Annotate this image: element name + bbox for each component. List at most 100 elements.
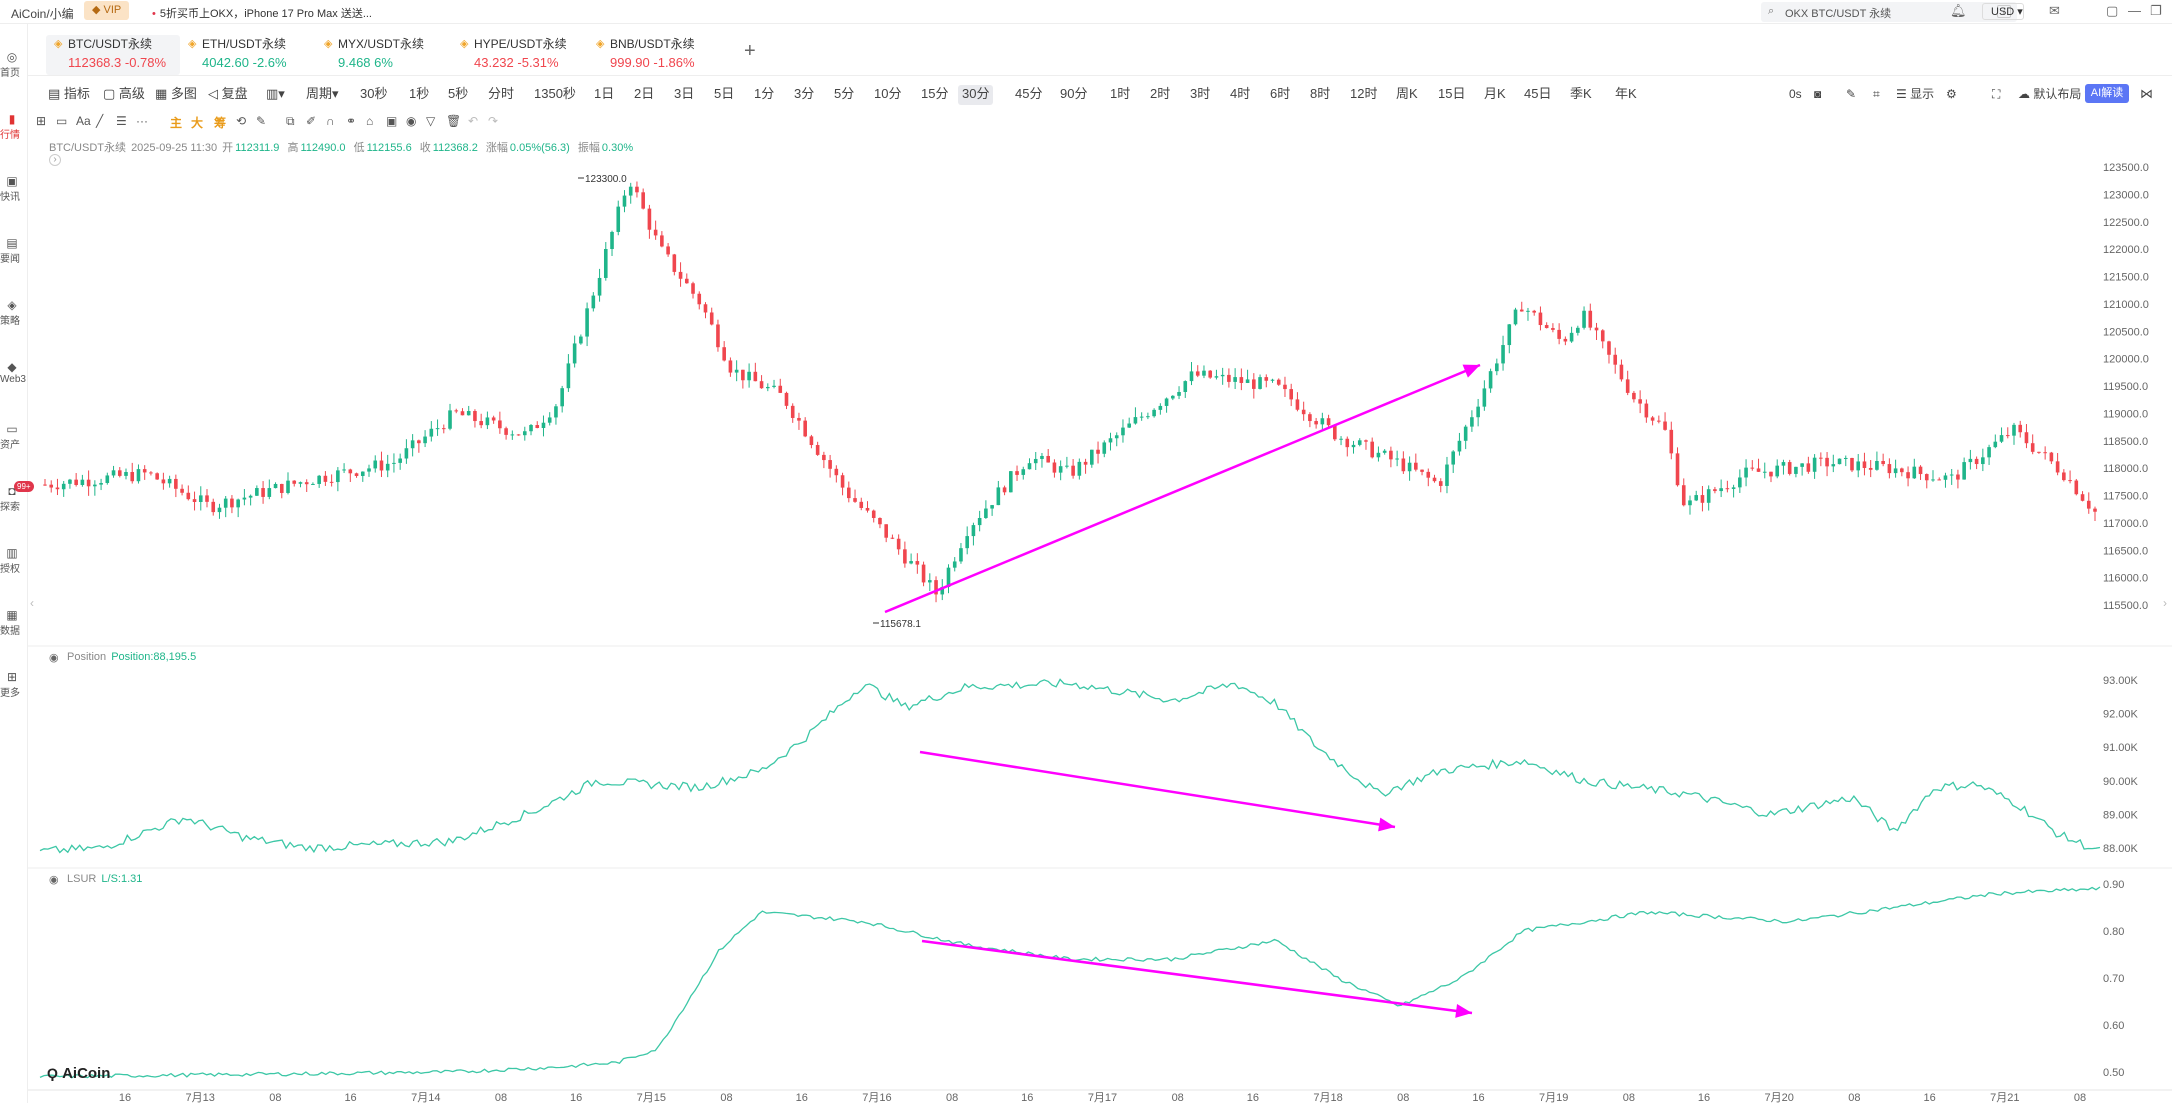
trend-arrow-lsur[interactable] (921, 939, 1473, 1018)
period-item[interactable]: 5秒 (448, 86, 469, 101)
period-item[interactable]: 季K (1570, 86, 1592, 101)
trend-arrow-position[interactable] (919, 750, 1396, 832)
period-item[interactable]: 30分 (958, 85, 994, 105)
period-item[interactable]: 15分 (921, 86, 949, 101)
sidebar-item-flash-news[interactable]: ▣ 快讯 (0, 174, 28, 203)
sidebar-item-more[interactable]: ⊞ 更多 (0, 670, 28, 699)
trend-arrow-price[interactable] (884, 363, 1481, 614)
main-indicator-button[interactable]: 主 (170, 116, 183, 130)
sidebar-item-data[interactable]: ▥ 授权 (0, 546, 28, 575)
period-item[interactable]: 15日 (1438, 86, 1466, 101)
text-icon[interactable]: Aa (76, 114, 91, 128)
chip-button[interactable]: 筹 (214, 116, 227, 130)
add-tab-button[interactable]: + (744, 40, 756, 62)
right-resize-handle[interactable]: › (2163, 596, 2167, 610)
sidebar-item-database[interactable]: ▦ 数据 (0, 608, 28, 637)
symbol-tab[interactable]: ◈ ETH/USDT永续 4042.60 -2.6% (180, 35, 310, 75)
settings-icon[interactable]: ⚙ (1946, 87, 1957, 101)
period-item[interactable]: 3时 (1190, 86, 1211, 101)
period-item[interactable]: 30秒 (360, 86, 388, 101)
left-resize-handle[interactable]: ‹ (30, 596, 34, 610)
sidebar-item-assets[interactable]: ▭ 资产 (0, 422, 28, 451)
sidebar-item-news[interactable]: ▤ 要闻 (0, 236, 28, 265)
filter-icon[interactable]: ▽ (426, 114, 436, 128)
search-input[interactable]: ⌕ OKX BTC/USDT 永续 / (1761, 2, 2017, 22)
brush-icon[interactable]: ✎ (256, 114, 267, 128)
sync-icon[interactable]: ⟲ (236, 114, 247, 128)
news-ticker[interactable]: 5折买币上OKX，iPhone 17 Pro Max 送送... (152, 5, 372, 21)
period-item[interactable]: 6时 (1270, 86, 1291, 101)
chart-type-button[interactable]: ▥▾ (266, 86, 285, 101)
eye-icon[interactable]: ◉ (49, 874, 59, 886)
window-icon[interactable]: ▢ (2106, 3, 2119, 18)
crosshair-icon[interactable]: ⊞ (36, 114, 47, 128)
period-item[interactable]: 1秒 (409, 86, 430, 101)
toolbar-indicator[interactable]: ▤ 指标 (48, 85, 90, 105)
ai-analysis-button[interactable]: AI解读 (2085, 84, 2129, 103)
minimize-icon[interactable]: — (2128, 3, 2141, 18)
magnet-icon[interactable]: ∩ (326, 114, 335, 128)
bell-icon[interactable]: 🔔︎ (1950, 3, 1967, 18)
sidebar-item-web3[interactable]: ◆ Web3 (0, 360, 28, 385)
fullscreen-icon[interactable]: ⛶ (1992, 87, 2001, 101)
mail-icon[interactable]: ✉ (2049, 3, 2060, 18)
period-dropdown[interactable]: 周期▾ (306, 85, 339, 105)
trash-icon[interactable]: 🗑︎ (446, 114, 462, 128)
countdown-label[interactable]: 0s (1789, 85, 1802, 105)
period-item[interactable]: 12时 (1350, 86, 1378, 101)
restore-icon[interactable]: ❐ (2150, 3, 2162, 18)
eye-icon[interactable]: ◉ (406, 114, 417, 128)
period-item[interactable]: 月K (1484, 86, 1506, 101)
period-item[interactable]: 90分 (1060, 86, 1088, 101)
crop-icon[interactable]: ⌗ (1873, 87, 1880, 101)
period-item[interactable]: 10分 (874, 86, 902, 101)
period-item[interactable]: 周K (1396, 86, 1418, 101)
toolbar-advanced[interactable]: ▢ 高级 (103, 85, 145, 105)
eye-icon[interactable]: ◉ (49, 652, 59, 664)
period-item[interactable]: 4时 (1230, 86, 1251, 101)
period-item[interactable]: 8时 (1310, 86, 1331, 101)
period-item[interactable]: 1日 (594, 86, 615, 101)
period-item[interactable]: 1时 (1110, 86, 1131, 101)
period-item[interactable]: 45分 (1015, 86, 1043, 101)
currency-select[interactable]: USD ▾ (1982, 3, 2024, 20)
symbol-tab[interactable]: ◈ HYPE/USDT永续 43.232 -5.31% (452, 35, 582, 75)
period-item[interactable]: 分时 (488, 86, 515, 101)
camera-icon[interactable]: ◙ (1814, 87, 1822, 101)
symbol-tab[interactable]: ◈ MYX/USDT永续 9.468 6% (316, 35, 446, 75)
image-icon[interactable]: ▣ (386, 114, 398, 128)
period-item[interactable]: 1分 (754, 86, 775, 101)
more-draw-icon[interactable]: ··· (136, 114, 148, 128)
big-button[interactable]: 大 (191, 116, 204, 130)
period-item[interactable]: 5分 (834, 86, 855, 101)
share-icon[interactable]: ⋈ (2140, 86, 2153, 101)
pen-icon[interactable]: ✐ (306, 114, 317, 128)
period-item[interactable]: 45日 (1524, 86, 1552, 101)
redo-icon[interactable]: ↷ (488, 114, 499, 128)
symbol-tab[interactable]: ◈ BTC/USDT永续 112368.3 -0.78% (46, 35, 180, 75)
sidebar-item-strategy[interactable]: ◈ 策略 (0, 298, 28, 327)
undo-icon[interactable]: ↶ (468, 114, 479, 128)
period-item[interactable]: 2时 (1150, 86, 1171, 101)
user-brand[interactable]: AiCoin/小编 (11, 7, 74, 21)
lock-icon[interactable]: ⌂ (366, 114, 374, 128)
toolbar-replay[interactable]: ◁ 复盘 (208, 85, 248, 105)
period-item[interactable]: 3分 (794, 86, 815, 101)
rect-icon[interactable]: ▭ (56, 114, 68, 128)
compare-icon[interactable]: ⚭ (346, 114, 357, 128)
line-icon[interactable]: ╱ (96, 114, 104, 128)
display-button[interactable]: ☰ 显示 (1896, 87, 1935, 101)
period-item[interactable]: 年K (1615, 86, 1637, 101)
copy-icon[interactable]: ⧉ (286, 114, 295, 128)
symbol-tab[interactable]: ◈ BNB/USDT永续 999.90 -1.86% (588, 35, 718, 75)
toolbar-multi-chart[interactable]: ▦ 多图 (155, 85, 197, 105)
hline-icon[interactable]: ☰ (116, 114, 127, 128)
period-item[interactable]: 3日 (674, 86, 695, 101)
period-item[interactable]: 5日 (714, 86, 735, 101)
period-item[interactable]: 2日 (634, 86, 655, 101)
sidebar-item-community[interactable]: ◘ 探索 99+ (0, 481, 34, 513)
sidebar-item-home[interactable]: ◎ 首页 (0, 50, 28, 79)
pencil-icon[interactable]: ✎ (1846, 87, 1857, 101)
vip-badge[interactable]: ◆ VIP (84, 1, 130, 20)
